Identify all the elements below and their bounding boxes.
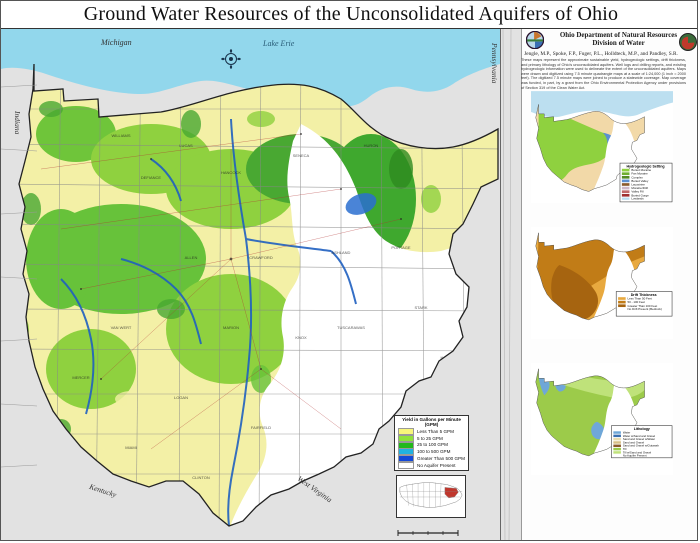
svg-text:Lowlands: Lowlands bbox=[631, 197, 644, 201]
svg-text:LOGAN: LOGAN bbox=[174, 395, 188, 400]
svg-text:CRAWFORD: CRAWFORD bbox=[249, 255, 273, 260]
svg-text:SENECA: SENECA bbox=[293, 153, 310, 158]
svg-text:VAN WERT: VAN WERT bbox=[111, 325, 132, 330]
svg-text:HURON: HURON bbox=[364, 143, 379, 148]
svg-text:MIAMI: MIAMI bbox=[125, 445, 137, 450]
svg-text:DEFIANCE: DEFIANCE bbox=[141, 175, 162, 180]
svg-text:PORTAGE: PORTAGE bbox=[391, 245, 411, 250]
svg-text:HANCOCK: HANCOCK bbox=[221, 170, 241, 175]
svg-text:Lithology: Lithology bbox=[634, 427, 650, 431]
svg-text:Sand and Gravel w/Outwash: Sand and Gravel w/Outwash bbox=[623, 444, 659, 448]
svg-text:ALLEN: ALLEN bbox=[185, 255, 198, 260]
svg-text:STARK: STARK bbox=[414, 305, 427, 310]
svg-text:TUSCARAWAS: TUSCARAWAS bbox=[337, 325, 365, 330]
svg-text:CLINTON: CLINTON bbox=[192, 475, 210, 480]
svg-text:KNOX: KNOX bbox=[295, 335, 307, 340]
svg-text:No Drift Present (Bedrock): No Drift Present (Bedrock) bbox=[628, 307, 662, 311]
svg-text:MERCER: MERCER bbox=[72, 375, 89, 380]
svg-text:LUCAS: LUCAS bbox=[179, 143, 193, 148]
svg-text:ASHLAND: ASHLAND bbox=[332, 250, 351, 255]
svg-text:FAIRFIELD: FAIRFIELD bbox=[251, 425, 271, 430]
svg-text:MARION: MARION bbox=[223, 325, 239, 330]
svg-text:WILLIAMS: WILLIAMS bbox=[111, 133, 130, 138]
svg-text:No Aquifer Present: No Aquifer Present bbox=[623, 453, 647, 457]
